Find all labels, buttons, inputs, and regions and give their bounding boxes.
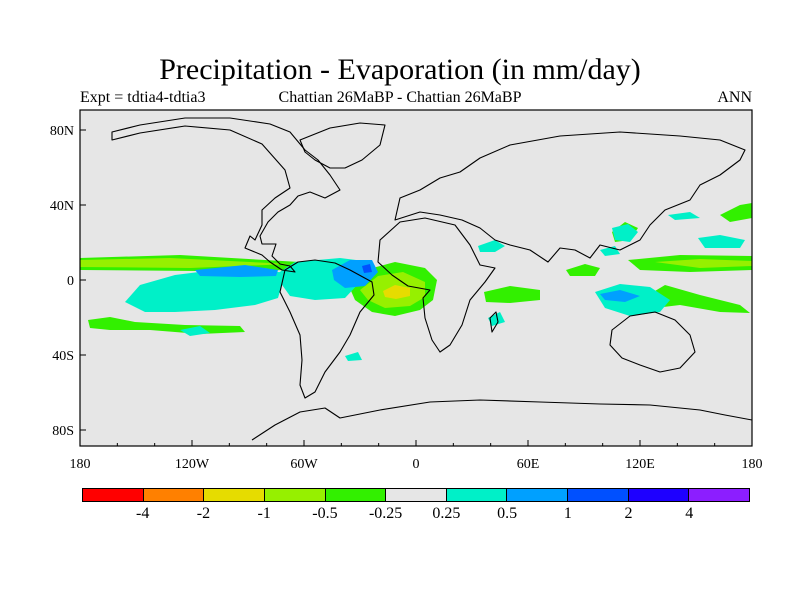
contour-blue-pacific-strip [195,265,278,277]
coast-australia [609,311,696,373]
contour-lime-west-pacific [655,259,752,268]
lon-tick-label: 180 [70,457,91,472]
lon-tick-label: 0 [413,457,420,472]
colorbar-label: 0.5 [497,505,518,522]
contour-cyan-small-2 [478,240,505,252]
contour-lime-pacific-band [80,258,290,268]
period-label: Chattian 26MaBP - Chattian 26MaBP [278,89,522,106]
contour-cyan-south-pacific [125,268,285,312]
colorbar-label: 1 [563,505,572,522]
axis-tick-labels: 180 120W 60W 0 60E 120E 180 80N 40N 0 40S 80S [50,124,763,472]
season-label: ANN [717,89,752,106]
colorbar [82,488,750,502]
coast-antarctica [251,399,752,441]
coast-greenland [299,122,386,169]
contour-blue-maritime [600,290,640,302]
contour-darkblue-amazon [362,264,372,273]
colorbar-cell [446,489,508,501]
contour-green-south-indian [640,285,750,313]
coast-madagascar [489,311,499,333]
lat-tick-label: 40S [52,349,74,364]
colorbar-label: -4 [136,505,150,522]
contour-yellow-atlantic-core [383,285,410,299]
lat-tick-label: 80S [52,424,74,439]
contour-cyan-north-pacific [698,235,745,248]
lat-tick-label: 40N [50,199,74,214]
colorbar-label: 2 [624,505,633,522]
contour-cyan-south-indian [488,312,505,326]
contour-cyan-china [612,224,638,242]
coastlines [111,117,752,441]
coast-north-america [111,117,341,273]
contour-green-north-pacific [720,203,752,222]
coast-africa [377,217,496,353]
contour-green-indian-ocean [484,286,540,303]
colorbar-cell [204,489,265,501]
lon-tick-label: 60W [290,457,318,472]
colorbar-label: 4 [685,505,694,522]
colorbar-cell [83,489,144,501]
chart-title: Precipitation - Evaporation (in mm/day) [159,53,641,86]
lon-tick-label: 120W [175,457,210,472]
colorbar-cell [689,489,750,501]
contour-green-east-indian [566,264,600,276]
lon-tick-label: 180 [742,457,763,472]
lon-tick-label: 60E [517,457,540,472]
lat-tick-label: 0 [67,274,74,289]
colorbar-cell [143,489,205,501]
lat-tick-label: 80N [50,124,74,139]
contour-green-south-pacific [88,317,245,334]
colorbar-cell [628,489,690,501]
contour-cyan-south-atlantic-2 [180,326,210,336]
colorbar-label: -0.25 [368,505,403,522]
experiment-label: Expt = tdtia4-tdtia3 [80,89,206,106]
contour-cyan-south-atlantic [345,352,362,361]
contour-fields [80,203,752,361]
coast-eurasia [394,131,746,263]
colorbar-label: -0.5 [312,505,338,522]
colorbar-label: -1 [257,505,271,522]
axis-ticks [79,129,753,446]
colorbar-cell [507,489,569,501]
colorbar-cell [568,489,629,501]
contour-cyan-small-1 [668,212,700,220]
colorbar-label: -2 [196,505,211,522]
colorbar-label: 0.25 [432,505,461,522]
coast-south-america [279,259,375,399]
colorbar-cell [264,489,326,501]
colorbar-cell [325,489,387,501]
lon-tick-label: 120E [625,457,655,472]
colorbar-cell [386,489,447,501]
